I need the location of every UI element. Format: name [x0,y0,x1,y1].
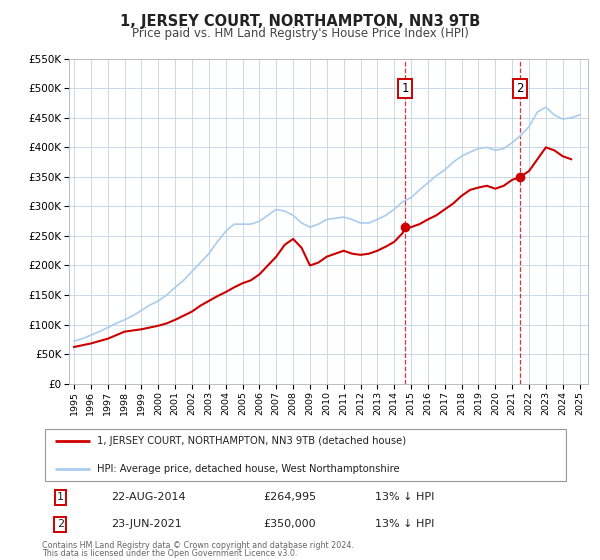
Text: HPI: Average price, detached house, West Northamptonshire: HPI: Average price, detached house, West… [97,464,400,474]
Text: 1: 1 [57,492,64,502]
Text: 1, JERSEY COURT, NORTHAMPTON, NN3 9TB: 1, JERSEY COURT, NORTHAMPTON, NN3 9TB [120,14,480,29]
Text: £264,995: £264,995 [264,492,317,502]
Text: Price paid vs. HM Land Registry's House Price Index (HPI): Price paid vs. HM Land Registry's House … [131,27,469,40]
Text: Contains HM Land Registry data © Crown copyright and database right 2024.: Contains HM Land Registry data © Crown c… [42,541,354,550]
Text: 22-AUG-2014: 22-AUG-2014 [110,492,185,502]
Text: 2: 2 [517,82,524,95]
Text: 23-JUN-2021: 23-JUN-2021 [110,519,181,529]
Text: 13% ↓ HPI: 13% ↓ HPI [374,519,434,529]
Text: £350,000: £350,000 [264,519,316,529]
Text: 1, JERSEY COURT, NORTHAMPTON, NN3 9TB (detached house): 1, JERSEY COURT, NORTHAMPTON, NN3 9TB (d… [97,436,407,446]
FancyBboxPatch shape [44,428,566,482]
Text: This data is licensed under the Open Government Licence v3.0.: This data is licensed under the Open Gov… [42,549,298,558]
Text: 13% ↓ HPI: 13% ↓ HPI [374,492,434,502]
Text: 1: 1 [401,82,409,95]
Text: 2: 2 [57,519,64,529]
